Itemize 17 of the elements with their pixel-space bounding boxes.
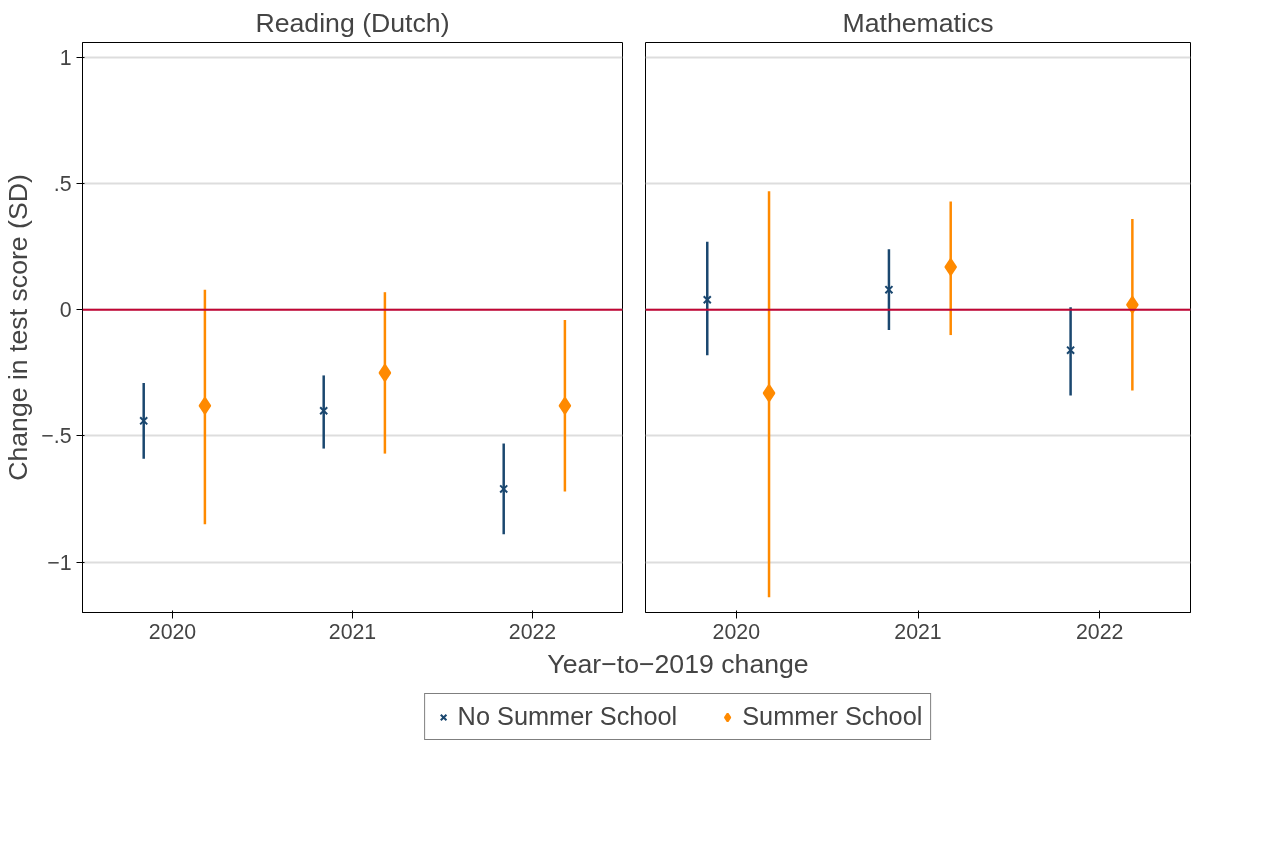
- chart-title: Reading (Dutch): [255, 7, 450, 38]
- legend-label: No Summer School: [457, 702, 678, 731]
- x-tick-label: 2021: [328, 619, 377, 644]
- y-tick-label: 1: [59, 46, 72, 71]
- legend-label: Summer School: [742, 702, 923, 731]
- y-tick-label: .5: [53, 172, 72, 197]
- x-tick-label: 2022: [1075, 619, 1124, 644]
- chart-title: Mathematics: [842, 7, 994, 38]
- y-axis-title: Change in test score (SD): [3, 174, 34, 481]
- x-tick-label: 2021: [894, 619, 942, 644]
- y-tick-label: −1: [47, 550, 72, 575]
- x-tick-label: 2020: [712, 619, 761, 644]
- y-tick-label: −.5: [41, 424, 72, 449]
- x-tick-label: 2020: [148, 619, 197, 644]
- x-axis-title: Year−to−2019 change: [547, 648, 809, 679]
- y-tick-label: 0: [59, 298, 72, 323]
- x-tick-label: 2022: [508, 619, 557, 644]
